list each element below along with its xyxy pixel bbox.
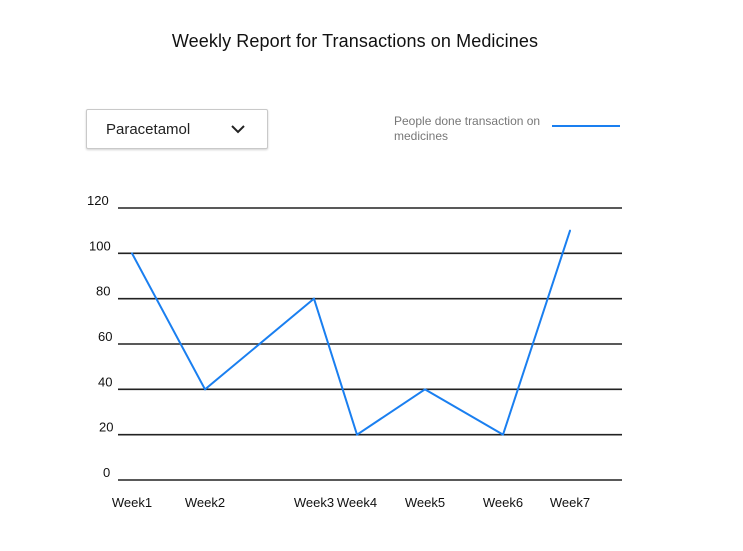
x-tick-label: Week2	[185, 495, 225, 510]
chart-title: Weekly Report for Transactions on Medici…	[171, 31, 539, 51]
x-tick-label: Week4	[337, 495, 377, 510]
medicine-select-value: Paracetamol	[106, 121, 191, 138]
data-point	[204, 388, 206, 391]
y-tick-label: 20	[99, 420, 113, 435]
y-tick-label: 80	[96, 284, 110, 299]
y-tick-label: 0	[103, 465, 110, 480]
legend-label: People done transaction on medicines	[394, 114, 541, 143]
data-point	[502, 433, 504, 436]
data-point	[356, 433, 358, 436]
chevron-down-icon	[231, 125, 245, 134]
y-tick-label: 60	[98, 329, 112, 344]
x-tick-label: Week5	[405, 495, 445, 510]
y-tick-label: 100	[89, 238, 111, 253]
data-point	[424, 388, 426, 391]
data-point	[569, 229, 571, 232]
x-tick-label: Week1	[112, 495, 152, 510]
series-line	[131, 230, 571, 436]
y-tick-label: 40	[98, 374, 112, 389]
y-tick-label: 120	[87, 193, 109, 208]
x-tick-label: Week7	[550, 495, 590, 510]
legend-swatch	[552, 125, 620, 127]
data-point	[131, 252, 133, 255]
data-point	[313, 297, 315, 300]
x-tick-label: Week3	[294, 495, 334, 510]
x-tick-label: Week6	[483, 495, 523, 510]
medicine-select[interactable]: Paracetamol	[86, 109, 268, 149]
